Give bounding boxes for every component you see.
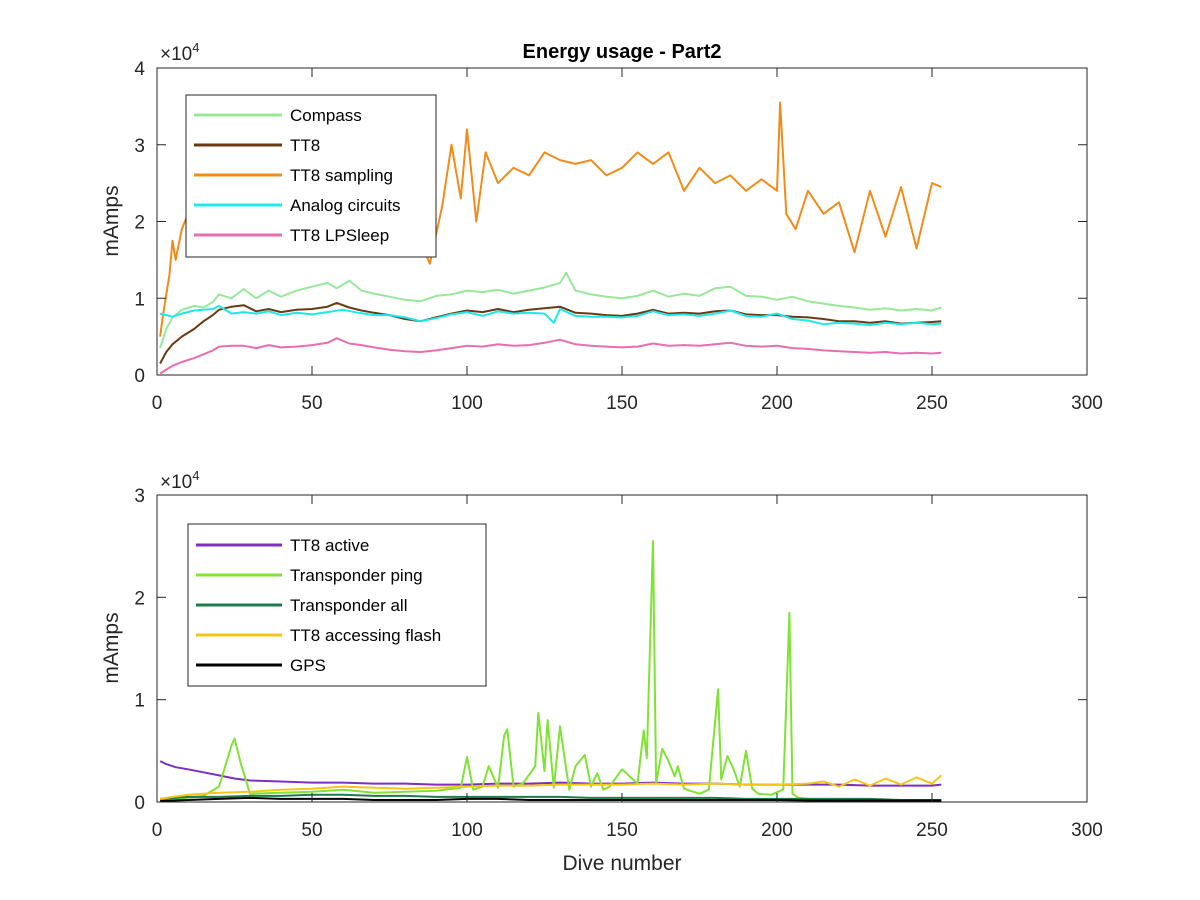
bottom-series-line-tt8-accessing-flash (159, 774, 942, 800)
top-x-tick-label: 100 (451, 393, 483, 414)
top-y-axis-label: mAmps (100, 185, 123, 256)
top-x-tick-label: 150 (606, 393, 638, 414)
top-x-ticks: 0 50 100 150 200 250 300 (152, 68, 1103, 414)
top-x-tick-label: 50 (301, 393, 322, 414)
x-axis-label: Dive number (562, 852, 681, 875)
bottom-y-tick-label: 0 (134, 793, 145, 814)
top-subplot: 0 50 100 150 200 250 300 0 1 2 3 4 Energy usage - … (100, 40, 1103, 414)
bottom-x-tick-label: 300 (1071, 820, 1103, 841)
top-series-line-tt8 (159, 301, 942, 364)
bottom-series-line-gps (160, 796, 942, 802)
top-x-tick-label: 250 (916, 393, 948, 414)
top-legend-label: TT8 sampling (290, 166, 393, 185)
top-legend-label: TT8 LPSleep (290, 226, 389, 245)
top-x-tick-label: 0 (152, 393, 163, 414)
chart-title: Energy usage - Part2 (523, 41, 722, 63)
top-series-line-analog-circuits (159, 304, 942, 327)
bottom-y-tick-label: 1 (134, 691, 145, 712)
bottom-legend: TT8 active Transponder ping Transponder al… (187, 523, 487, 687)
bottom-x-tick-label: 0 (152, 820, 163, 841)
bottom-subplot: 0 50 100 150 200 250 300 0 1 2 3 mAmps Dive numbe… (100, 468, 1103, 875)
bottom-x-tick-label: 50 (301, 820, 322, 841)
bottom-series-group (159, 540, 942, 802)
top-x-tick-label: 300 (1071, 393, 1103, 414)
bottom-legend-label: TT8 active (290, 536, 369, 555)
bottom-series-line-transponder-ping (160, 540, 942, 802)
bottom-series-line-transponder-all (160, 793, 942, 801)
top-y-ticks: 0 1 2 3 4 (134, 59, 1087, 387)
bottom-legend-label: GPS (290, 656, 326, 675)
top-y-tick-label: 2 (134, 213, 145, 234)
top-y-tick-label: 3 (134, 136, 145, 157)
bottom-y-axis-label: mAmps (100, 612, 123, 683)
top-legend-label: Compass (290, 106, 362, 125)
top-x-tick-label: 200 (761, 393, 793, 414)
bottom-y-ticks: 0 1 2 3 (134, 486, 1087, 814)
bottom-legend-label: TT8 accessing flash (290, 626, 441, 645)
bottom-x-tick-label: 100 (451, 820, 483, 841)
top-y-tick-label: 1 (134, 289, 145, 310)
top-series-line-tt8-lpsleep (159, 337, 942, 375)
top-legend-label: TT8 (290, 136, 320, 155)
bottom-x-ticks: 0 50 100 150 200 250 300 (152, 495, 1103, 841)
top-legend: Compass TT8 TT8 sampling Analog circuits TT8… (185, 94, 437, 258)
bottom-x-tick-label: 250 (916, 820, 948, 841)
top-series-group (159, 101, 942, 375)
bottom-y-tick-label: 2 (134, 588, 145, 609)
bottom-legend-label: Transponder ping (290, 566, 423, 585)
top-y-tick-label: 4 (134, 59, 145, 80)
bottom-x-tick-label: 200 (761, 820, 793, 841)
top-series-line-compass (159, 271, 942, 349)
top-y-tick-label: 0 (134, 366, 145, 387)
top-legend-label: Analog circuits (290, 196, 401, 215)
bottom-y-tick-label: 3 (134, 486, 145, 507)
bottom-legend-label: Transponder all (290, 596, 408, 615)
bottom-x-tick-label: 150 (606, 820, 638, 841)
